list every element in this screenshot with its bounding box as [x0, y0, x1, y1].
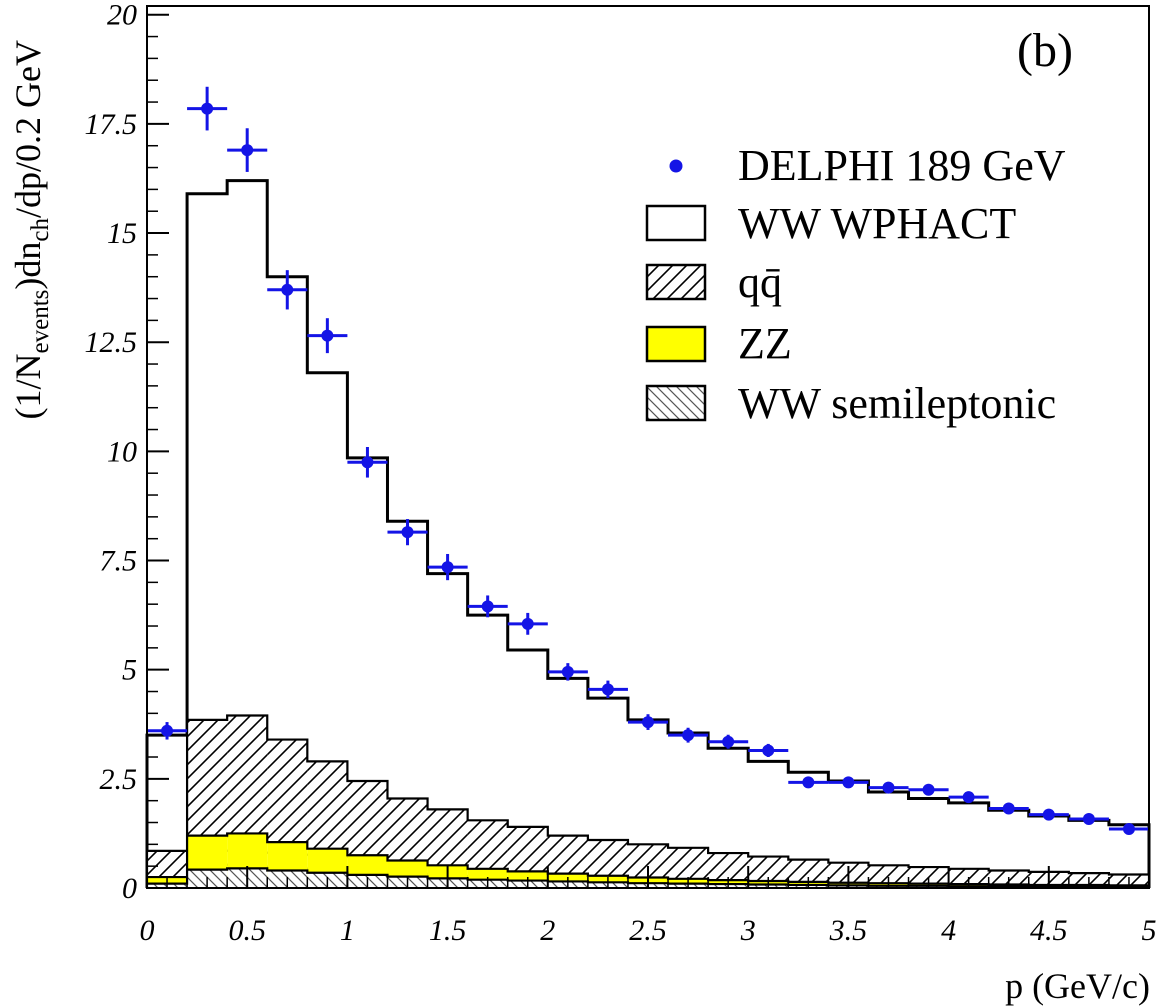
x-tick-label-7: 3.5	[829, 914, 868, 947]
tick-layer: 0 0.5 1 1.5 2 2.5 3 3.5 4 4.5 5 0 2.5 5 7.5 10 12.5 15 17.…	[85, 0, 1157, 947]
data-point-2	[227, 128, 268, 172]
legend-label-semileptonic: WW semileptonic	[738, 379, 1056, 428]
data-point-5	[347, 447, 388, 478]
data-point-marker-1	[201, 102, 214, 115]
data-point-24	[1108, 823, 1149, 836]
y-tick-label-2: 5	[122, 654, 137, 687]
data-point-3	[267, 270, 308, 310]
y-tick-label-6: 15	[107, 217, 137, 250]
data-point-18	[868, 781, 909, 794]
legend-swatch-qq	[645, 263, 707, 301]
data-point-marker-11	[601, 683, 614, 696]
x-tick-label-1: 0.5	[228, 914, 266, 947]
legend-label-wphact: WW WPHACT	[738, 199, 1016, 248]
data-point-15	[748, 743, 789, 758]
data-point-10	[547, 663, 588, 681]
y-axis-title: (1/Nevents)dnch/dp/0.2 GeV	[8, 40, 54, 419]
legend-marker-delphi	[669, 159, 683, 173]
data-point-16	[788, 776, 829, 789]
data-point-marker-23	[1082, 813, 1095, 826]
data-point-0	[147, 722, 188, 740]
x-tick-label-2: 1	[340, 914, 355, 947]
data-point-marker-17	[842, 776, 855, 789]
data-point-9	[507, 612, 548, 635]
legend-label-delphi: DELPHI 189 GeV	[738, 141, 1066, 190]
data-point-marker-5	[361, 456, 374, 469]
x-axis-title: p (GeV/c)	[1005, 966, 1150, 1006]
data-point-marker-8	[481, 600, 494, 613]
data-point-23	[1068, 813, 1109, 826]
legend: DELPHI 189 GeV WW WPHACT qq̄ ZZ WW semil…	[645, 141, 1066, 428]
data-point-marker-9	[521, 617, 534, 630]
data-point-marker-7	[441, 561, 454, 574]
data-point-marker-15	[762, 744, 775, 757]
data-point-marker-13	[682, 729, 695, 742]
legend-swatch-semileptonic	[645, 384, 707, 422]
y-tick-label-3: 7.5	[100, 545, 138, 578]
data-point-marker-20	[962, 791, 975, 804]
data-points-layer	[147, 86, 1149, 836]
x-tick-label-4: 2	[540, 914, 555, 947]
data-point-marker-21	[1002, 802, 1015, 815]
data-point-13	[668, 727, 709, 743]
y-tick-label-1: 2.5	[100, 763, 138, 796]
data-point-8	[467, 595, 508, 618]
data-point-20	[948, 791, 989, 804]
data-point-marker-14	[722, 735, 735, 748]
data-point-7	[427, 553, 468, 581]
data-point-marker-16	[802, 776, 815, 789]
data-point-marker-12	[642, 716, 654, 729]
data-point-marker-24	[1122, 823, 1135, 836]
panel-label: (b)	[1017, 24, 1073, 77]
legend-swatch-zz	[645, 325, 707, 363]
y-tick-label-5: 12.5	[85, 326, 138, 359]
legend-swatch-wphact	[645, 204, 707, 242]
data-point-22	[1028, 808, 1069, 821]
data-point-11	[587, 680, 628, 699]
x-tick-label-3: 1.5	[429, 914, 467, 947]
data-point-4	[307, 318, 348, 354]
x-tick-label-9: 4.5	[1030, 914, 1068, 947]
data-point-marker-0	[161, 724, 174, 737]
data-point-marker-2	[241, 144, 254, 157]
y-tick-label-4: 10	[107, 435, 137, 468]
data-point-marker-19	[922, 783, 935, 796]
x-tick-label-8: 4	[941, 914, 956, 947]
data-point-6	[387, 519, 428, 546]
data-point-21	[988, 802, 1029, 815]
data-point-marker-22	[1042, 808, 1055, 821]
data-point-1	[187, 86, 228, 131]
data-point-14	[708, 734, 749, 749]
outline-q-q	[145, 714, 1151, 888]
data-point-marker-18	[882, 781, 895, 794]
data-point-marker-10	[561, 665, 574, 678]
legend-label-zz: ZZ	[738, 319, 792, 368]
x-tick-label-10: 5	[1142, 914, 1157, 947]
y-tick-label-0: 0	[122, 872, 137, 905]
data-point-marker-4	[321, 329, 334, 342]
data-point-marker-3	[281, 283, 294, 296]
data-point-19	[908, 783, 949, 796]
x-tick-label-5: 2.5	[629, 914, 667, 947]
x-tick-label-0: 0	[140, 914, 155, 947]
x-tick-label-6: 3	[740, 914, 756, 947]
data-point-17	[828, 776, 869, 789]
legend-label-qq: qq̄	[738, 258, 782, 307]
histogram-layer	[145, 179, 1151, 889]
data-point-12	[627, 714, 669, 730]
data-point-marker-6	[401, 526, 414, 539]
y-tick-label-7: 17.5	[85, 108, 138, 141]
y-tick-label-8: 20	[107, 0, 137, 32]
